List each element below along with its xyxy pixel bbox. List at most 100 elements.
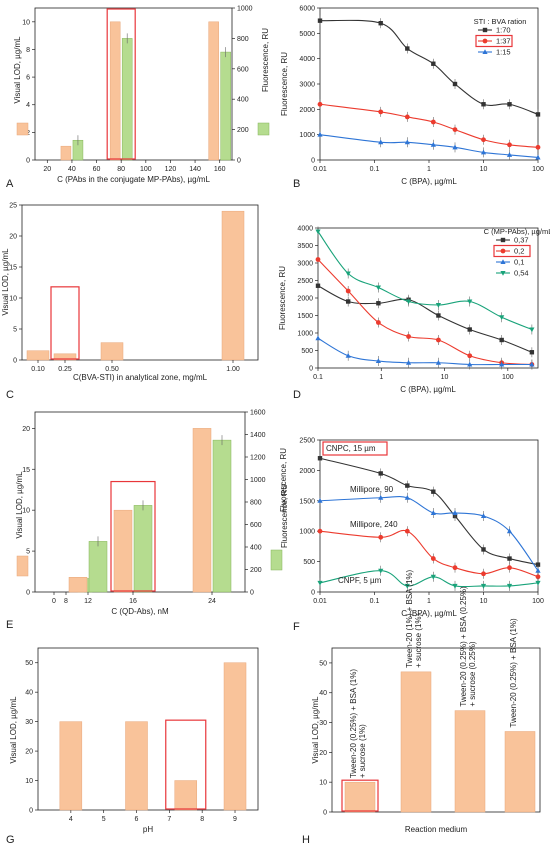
legend-swatch-lod-E <box>16 555 29 577</box>
data-point-F-3 <box>317 580 323 586</box>
y-ticklabel: 0 <box>309 366 313 373</box>
bar-fluorescence-E <box>88 541 108 593</box>
y-axis-label-A: Visual LOD, µg/mL <box>13 36 22 104</box>
legend-marker <box>500 259 506 264</box>
data-point-F-1 <box>452 510 458 515</box>
category-label-H: Tween-20 (0.25%) + BSA (1%) <box>349 669 358 779</box>
data-point-B-2 <box>430 142 436 147</box>
y2-axis-label-E: Fluorescence, RU <box>279 448 288 512</box>
data-point-F-2 <box>430 556 436 561</box>
y-ticklabel: 3000 <box>299 82 315 89</box>
legend-marker <box>482 49 488 54</box>
y-ticklabel: 50 <box>319 660 327 667</box>
series-label-F-2: Millipore, 240 <box>350 520 398 529</box>
data-point-D-0 <box>376 301 381 306</box>
data-point-D-3 <box>435 303 442 308</box>
x-ticklabel: 1.00 <box>226 366 240 373</box>
y2-ticklabel: 1600 <box>250 410 266 417</box>
highlight-box-E <box>110 480 156 592</box>
data-point-D-2 <box>375 358 381 363</box>
x-ticklabel: 4 <box>69 816 73 823</box>
data-point-F-1 <box>506 528 513 534</box>
y-ticklabel: 0 <box>26 590 30 597</box>
y-ticklabel: 15 <box>22 467 30 474</box>
y-ticklabel: 5 <box>13 327 17 334</box>
data-point-D-2 <box>345 352 351 358</box>
x-ticklabel: 60 <box>93 166 101 173</box>
data-point-D-1 <box>467 353 473 359</box>
legend-entry-D-3: 0,54 <box>514 269 529 278</box>
panel-label-A: A <box>6 178 14 190</box>
y2-ticklabel: 400 <box>237 97 249 104</box>
data-point-F-3 <box>506 583 513 589</box>
y-ticklabel: 2000 <box>299 468 315 475</box>
legend-entry-D-1: 0,2 <box>514 247 524 256</box>
data-point-B-0 <box>317 18 323 23</box>
data-point-D-0 <box>499 337 504 343</box>
data-point-F-0 <box>405 483 410 488</box>
bar-fluorescence-A <box>121 38 133 161</box>
y-ticklabel: 10 <box>22 508 30 515</box>
data-point-D-2 <box>405 359 412 365</box>
x-ticklabel: 0.10 <box>31 366 45 373</box>
bar-H <box>454 710 486 813</box>
x-ticklabel: 10 <box>441 374 449 381</box>
data-point-D-3 <box>375 285 381 291</box>
x-ticklabel: 0.01 <box>313 598 327 605</box>
x-ticklabel: 0.1 <box>370 166 380 173</box>
y-ticklabel: 10 <box>9 296 17 303</box>
highlight-box-legend-D <box>493 244 531 258</box>
data-point-F-0 <box>378 471 383 476</box>
y2-ticklabel: 600 <box>250 522 262 529</box>
y2-ticklabel: 1000 <box>237 6 253 13</box>
data-point-D-2 <box>499 361 505 367</box>
x-ticklabel: 100 <box>532 598 544 605</box>
series-line-D-0 <box>317 285 533 353</box>
panel-label-E: E <box>6 619 13 631</box>
data-point-D-2 <box>435 359 442 365</box>
data-point-B-0 <box>405 46 410 51</box>
y-ticklabel: 25 <box>9 203 17 210</box>
y-ticklabel: 20 <box>25 749 33 756</box>
x-ticklabel: 160 <box>214 166 226 173</box>
data-point-D-0 <box>529 350 535 355</box>
series-label-F-0: CNPC, 15 µm <box>326 444 376 453</box>
series-line-B-2 <box>319 134 539 159</box>
y-ticklabel: 10 <box>319 780 327 787</box>
category-label-H: Tween-20 (0.25%) + BSA (1%) <box>509 618 518 728</box>
x-axis-label-H: Reaction medium <box>405 825 468 834</box>
x-ticklabel: 20 <box>43 166 51 173</box>
legend-swatch-fluorescence-A <box>257 122 270 136</box>
y-ticklabel: 10 <box>22 19 30 26</box>
bar-H <box>504 731 536 813</box>
plot-frame-C <box>21 204 259 361</box>
data-point-D-2 <box>529 361 535 367</box>
y-ticklabel: 20 <box>22 426 30 433</box>
x-ticklabel: 80 <box>117 166 125 173</box>
y-ticklabel: 6 <box>26 75 30 82</box>
data-point-F-1 <box>480 513 487 518</box>
x-axis-label-G: pH <box>143 825 153 834</box>
category-label-H: Tween-20 (1%) + BSA (1%) <box>405 569 414 667</box>
x-axis-label-D: C (BPA), µg/mL <box>400 385 456 394</box>
data-point-F-1 <box>404 494 410 500</box>
data-point-B-2 <box>404 139 410 145</box>
bar-lod-E <box>192 428 212 593</box>
data-point-B-1 <box>481 137 486 143</box>
data-point-F-3 <box>535 580 541 586</box>
panel-label-B: B <box>293 178 300 190</box>
bar-C <box>221 210 245 361</box>
x-ticklabel: 9 <box>233 816 237 823</box>
data-point-F-1 <box>378 494 384 500</box>
bar-fluorescence-A <box>220 51 231 161</box>
data-point-F-2 <box>452 565 458 571</box>
bar-C <box>100 342 124 361</box>
data-point-B-1 <box>317 101 323 107</box>
data-point-D-3 <box>467 299 473 305</box>
y-ticklabel: 1000 <box>297 331 313 338</box>
data-point-B-2 <box>317 131 323 137</box>
legend-title-D: C (MP-PAbs), µg/mL <box>484 227 550 236</box>
y2-ticklabel: 0 <box>237 158 241 165</box>
